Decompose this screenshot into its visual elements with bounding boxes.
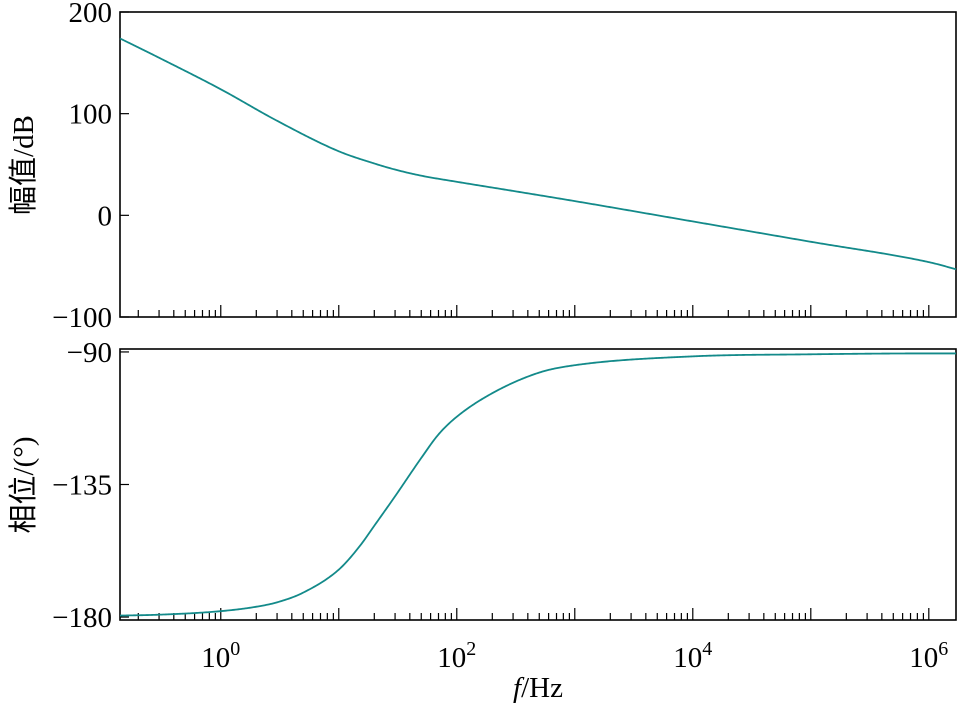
magnitude-panel: −100 0 100 200 幅值/dB [7,0,957,334]
x-tick-label-exponent: 4 [702,638,712,660]
phase-y-ticks: −180 −135 −90 [52,337,129,634]
magnitude-y-tick-label: 0 [98,200,113,232]
x-tick-label-exponent: 6 [938,638,948,660]
x-tick-label-exponent: 0 [230,638,240,660]
magnitude-y-axis-label: 幅值/dB [7,115,40,215]
magnitude-plot-frame [119,11,957,318]
x-axis-label-unit: /Hz [521,672,563,704]
phase-plot-frame [119,348,957,621]
phase-x-ticks [137,608,930,620]
x-tick-label: 100 [201,638,240,674]
x-tick-labels: 100 102 104 106 [201,638,948,674]
phase-y-tick-label: −135 [52,470,112,502]
x-tick-label-base: 10 [909,642,938,674]
phase-curve [119,352,956,617]
x-axis-label: f/Hz [513,672,563,704]
x-tick-label-base: 10 [437,642,466,674]
magnitude-y-tick-label: 100 [69,99,113,131]
phase-y-tick-label: −90 [67,337,112,369]
x-tick-label: 104 [673,638,712,674]
phase-panel: −180 −135 −90 相位/(°) [7,337,957,634]
magnitude-curve [119,37,957,271]
phase-y-axis-label: 相位/(°) [7,437,40,534]
x-tick-label: 106 [909,638,948,674]
x-tick-label-exponent: 2 [466,638,476,660]
x-tick-label: 102 [437,638,476,674]
magnitude-x-ticks [137,305,930,317]
magnitude-y-tick-label: −100 [52,302,112,334]
x-tick-label-base: 10 [673,642,702,674]
magnitude-y-tick-label: 200 [69,0,113,29]
phase-y-tick-label: −180 [52,602,112,634]
x-tick-label-base: 10 [201,642,230,674]
magnitude-y-ticks: −100 0 100 200 [52,0,129,334]
